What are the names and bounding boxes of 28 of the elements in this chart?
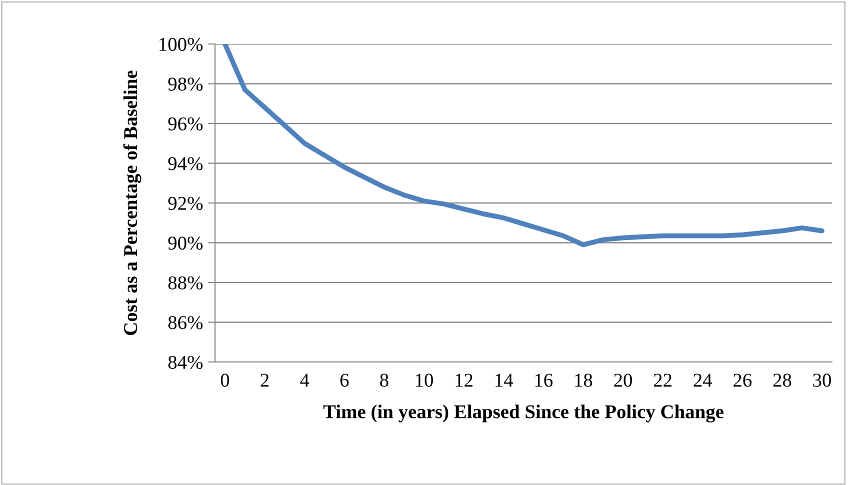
x-tick-label: 12 [456,374,472,387]
y-tick-label: 98% [168,78,203,91]
x-axis-title: Time (in years) Elapsed Since the Policy Change [323,404,724,422]
x-tick-label: 6 [340,374,349,387]
y-tick-label: 92% [168,196,203,210]
x-tick-label: 2 [260,374,269,387]
y-tick-label: 96% [168,117,203,130]
x-tick-label: 22 [654,374,672,387]
x-tick-label: 4 [300,374,310,387]
y-tick-label: 86% [168,316,203,330]
x-tick-label: 16 [535,374,553,387]
x-tick-label: 28 [773,374,792,387]
y-tick-label: 84% [168,356,203,369]
x-tick-label: 0 [220,374,230,387]
x-tick-label: 10 [416,374,433,387]
x-tick-label: 30 [813,374,831,387]
x-tick-label: 14 [496,374,514,387]
y-tick-label: 100% [160,38,203,51]
x-tick-label: 20 [614,374,632,387]
x-tick-label: 26 [734,374,752,387]
y-tick-label: 90% [168,236,203,250]
y-tick-label: 88% [168,276,203,290]
x-tick-label: 24 [694,374,712,387]
y-axis-title: Cost as a Percentage of Baseline [123,70,142,335]
line-series [222,44,824,248]
y-tick-label: 94% [168,157,203,170]
x-tick-label: 8 [380,374,388,387]
x-tick-label: 18 [575,374,592,387]
